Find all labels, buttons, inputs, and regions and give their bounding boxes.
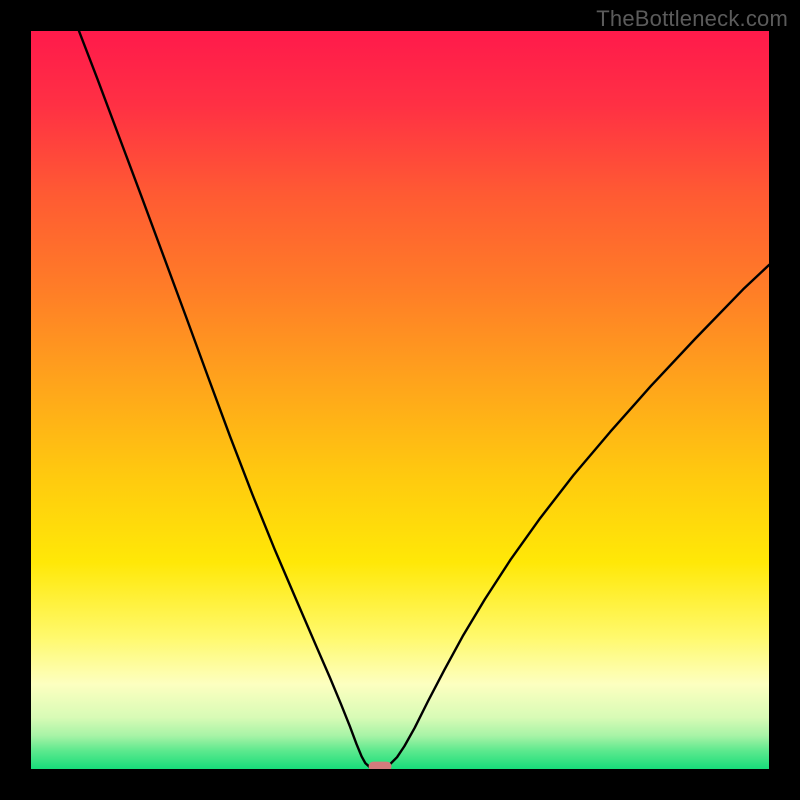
chart-frame: TheBottleneck.com [0, 0, 800, 800]
plot-background [31, 31, 769, 769]
bottleneck-curve-chart [0, 0, 800, 800]
